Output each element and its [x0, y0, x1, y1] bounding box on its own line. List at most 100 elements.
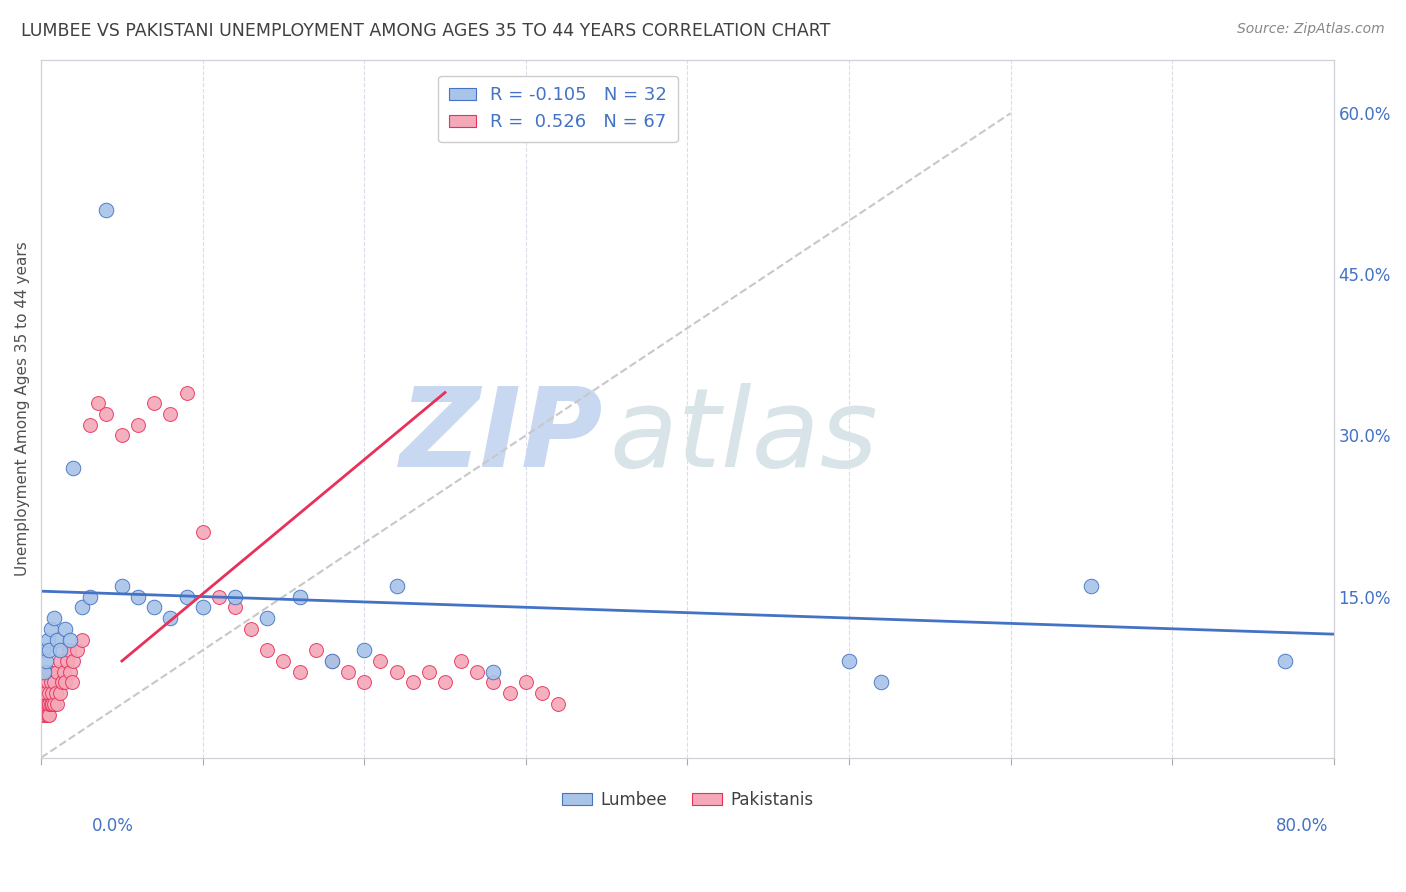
- Point: [66, 643, 89, 657]
- Point: [288, 665, 311, 679]
- Point: [482, 675, 505, 690]
- Point: [37, 632, 59, 647]
- Point: [111, 428, 134, 442]
- Point: [870, 675, 893, 690]
- Point: [385, 579, 408, 593]
- Point: [159, 407, 181, 421]
- Legend: Lumbee, Pakistanis: Lumbee, Pakistanis: [555, 784, 820, 815]
- Point: [38, 697, 60, 711]
- Point: [39, 675, 62, 690]
- Point: [224, 590, 246, 604]
- Point: [34, 707, 56, 722]
- Point: [418, 665, 440, 679]
- Point: [59, 665, 82, 679]
- Point: [86, 396, 108, 410]
- Point: [434, 675, 457, 690]
- Point: [191, 525, 214, 540]
- Point: [49, 643, 72, 657]
- Point: [58, 643, 80, 657]
- Point: [46, 697, 69, 711]
- Point: [370, 654, 392, 668]
- Point: [79, 417, 101, 432]
- Point: [38, 643, 60, 657]
- Point: [402, 675, 425, 690]
- Point: [143, 396, 166, 410]
- Point: [305, 643, 328, 657]
- Point: [35, 707, 58, 722]
- Point: [224, 600, 246, 615]
- Point: [45, 686, 67, 700]
- Point: [31, 643, 53, 657]
- Point: [42, 697, 65, 711]
- Point: [482, 665, 505, 679]
- Point: [41, 697, 63, 711]
- Point: [38, 665, 60, 679]
- Point: [321, 654, 343, 668]
- Point: [46, 632, 69, 647]
- Point: [450, 654, 472, 668]
- Point: [46, 665, 69, 679]
- Point: [42, 675, 65, 690]
- Point: [176, 385, 198, 400]
- Point: [38, 686, 60, 700]
- Point: [240, 622, 263, 636]
- Point: [467, 665, 489, 679]
- Point: [337, 665, 360, 679]
- Point: [37, 707, 59, 722]
- Point: [35, 654, 58, 668]
- Point: [515, 675, 537, 690]
- Point: [51, 675, 73, 690]
- Text: LUMBEE VS PAKISTANI UNEMPLOYMENT AMONG AGES 35 TO 44 YEARS CORRELATION CHART: LUMBEE VS PAKISTANI UNEMPLOYMENT AMONG A…: [21, 22, 831, 40]
- Point: [49, 686, 72, 700]
- Point: [31, 697, 53, 711]
- Point: [35, 697, 58, 711]
- Point: [353, 643, 375, 657]
- Point: [31, 707, 53, 722]
- Point: [111, 579, 134, 593]
- Point: [94, 202, 117, 217]
- Point: [176, 590, 198, 604]
- Point: [62, 654, 84, 668]
- Point: [288, 590, 311, 604]
- Point: [59, 632, 82, 647]
- Text: ZIP: ZIP: [399, 383, 603, 490]
- Point: [53, 622, 76, 636]
- Point: [41, 686, 63, 700]
- Point: [256, 611, 278, 625]
- Point: [70, 600, 93, 615]
- Point: [1274, 654, 1296, 668]
- Point: [498, 686, 520, 700]
- Point: [62, 460, 84, 475]
- Point: [530, 686, 553, 700]
- Point: [56, 654, 79, 668]
- Point: [34, 686, 56, 700]
- Point: [37, 675, 59, 690]
- Point: [53, 675, 76, 690]
- Point: [547, 697, 569, 711]
- Y-axis label: Unemployment Among Ages 35 to 44 years: Unemployment Among Ages 35 to 44 years: [15, 241, 30, 576]
- Point: [191, 600, 214, 615]
- Point: [838, 654, 860, 668]
- Text: 0.0%: 0.0%: [91, 817, 134, 835]
- Point: [94, 407, 117, 421]
- Point: [208, 590, 231, 604]
- Point: [127, 590, 149, 604]
- Point: [34, 697, 56, 711]
- Point: [35, 686, 58, 700]
- Point: [385, 665, 408, 679]
- Point: [321, 654, 343, 668]
- Point: [49, 654, 72, 668]
- Point: [42, 611, 65, 625]
- Point: [39, 622, 62, 636]
- Point: [159, 611, 181, 625]
- Point: [52, 665, 75, 679]
- Point: [39, 697, 62, 711]
- Point: [38, 707, 60, 722]
- Point: [60, 675, 83, 690]
- Text: atlas: atlas: [610, 383, 879, 490]
- Point: [353, 675, 375, 690]
- Point: [1080, 579, 1102, 593]
- Text: Source: ZipAtlas.com: Source: ZipAtlas.com: [1237, 22, 1385, 37]
- Point: [127, 417, 149, 432]
- Point: [273, 654, 295, 668]
